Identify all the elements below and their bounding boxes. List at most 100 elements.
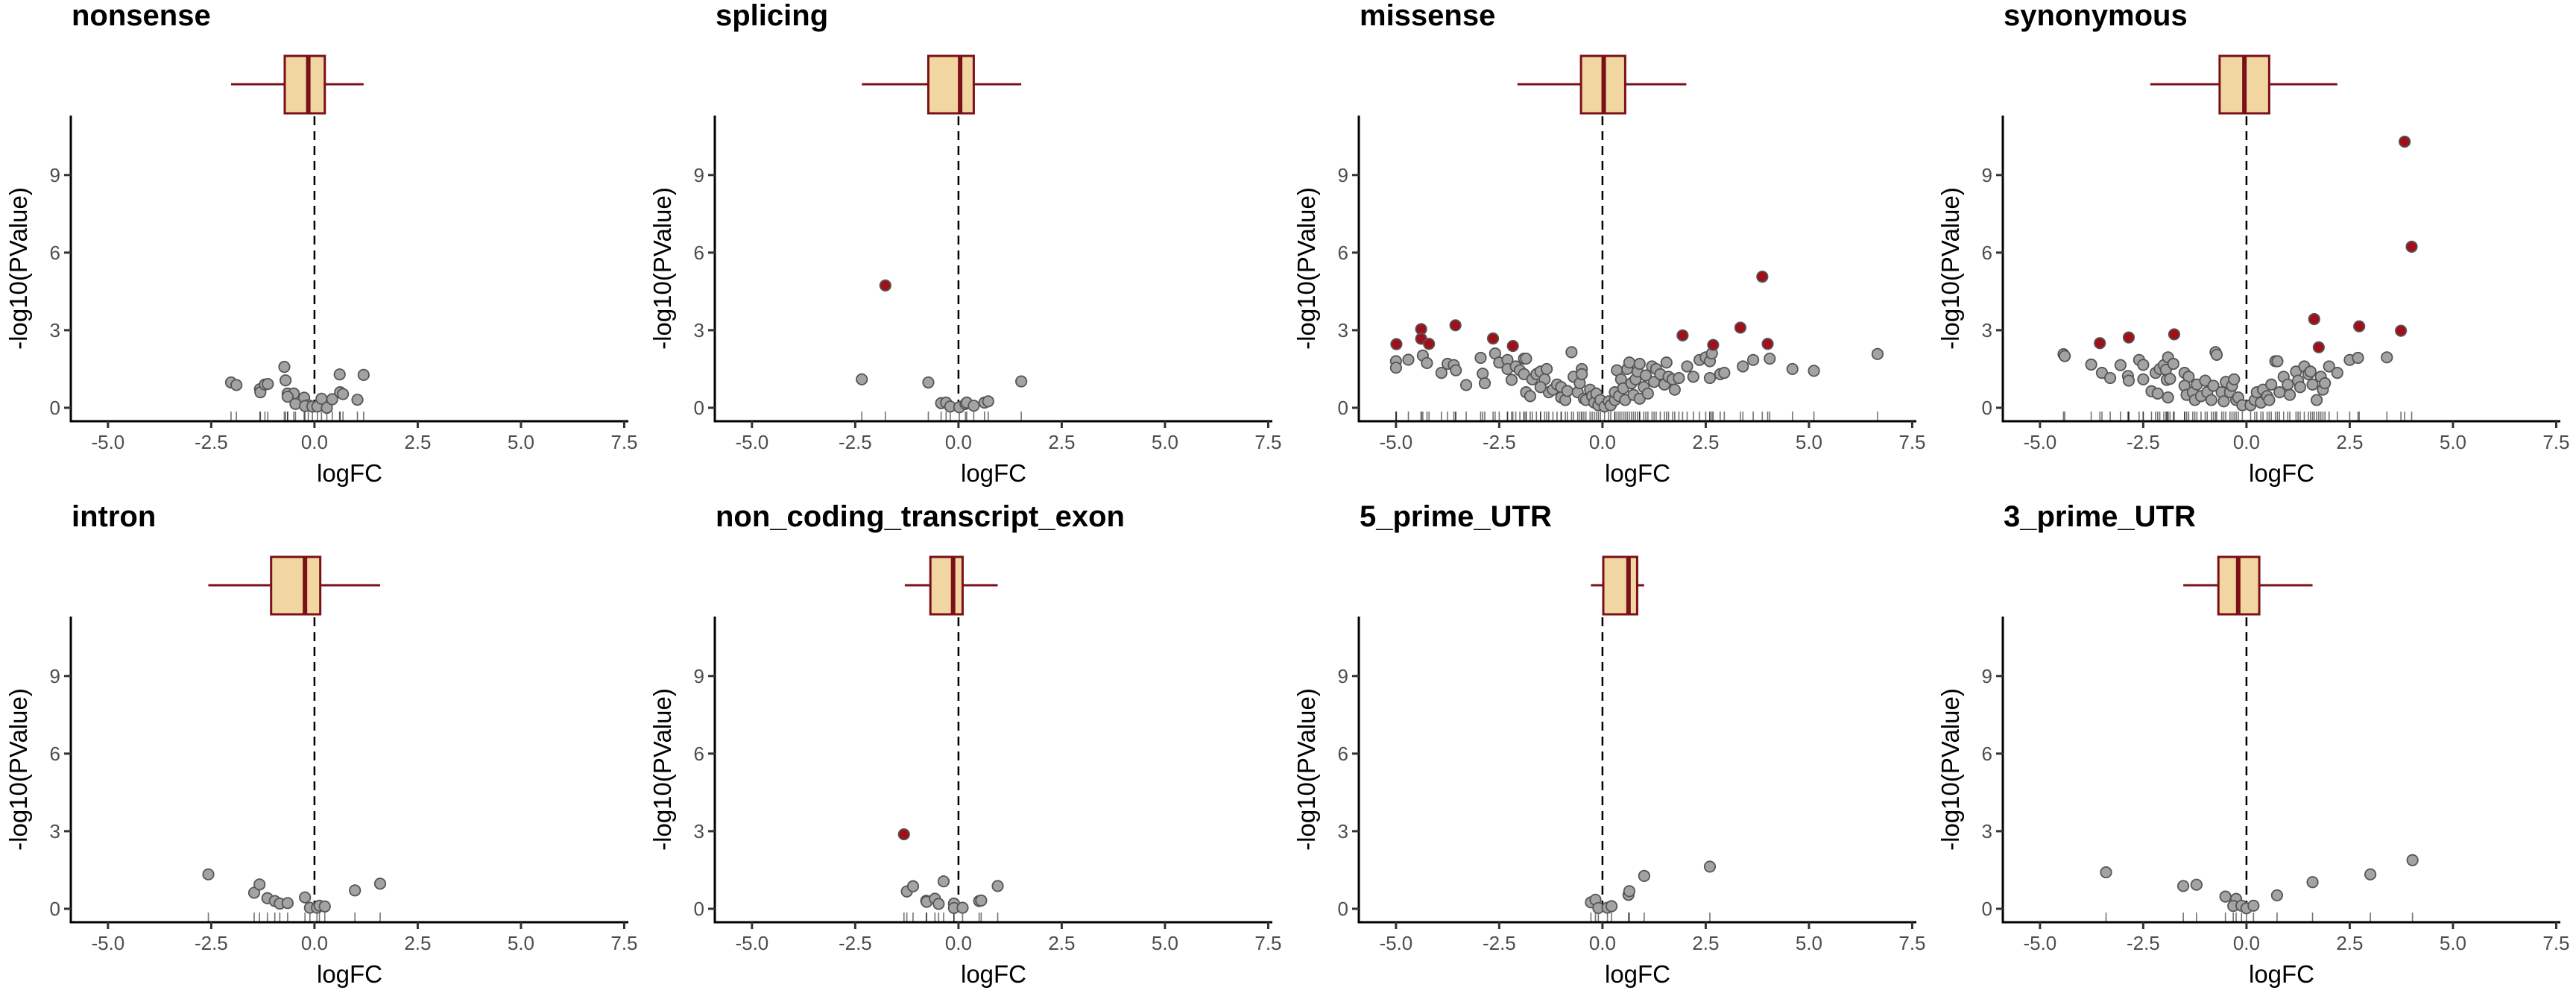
- data-point: [1641, 387, 1654, 400]
- y-axis-title: -log10(PValue): [4, 187, 32, 350]
- points: [1585, 860, 1717, 915]
- y-tick-label: 3: [694, 820, 704, 842]
- data-point: [281, 390, 294, 403]
- x-axis-title: logFC: [961, 459, 1026, 487]
- data-point: [2271, 355, 2284, 368]
- data-point: [1638, 869, 1650, 883]
- facet-panel-nonsense: nonsense -5.0 -2.5 0.0 2.5 5.0 7.5 0 3 6 9 logFC -lo…: [4, 0, 638, 487]
- x-tick-label: -2.5: [2127, 932, 2160, 954]
- points: [2100, 854, 2419, 915]
- marginal-boxplot: [904, 555, 998, 616]
- data-point: [202, 868, 215, 880]
- data-point: [1402, 353, 1415, 366]
- boxplot-box: [929, 555, 964, 616]
- x-tick-label: -2.5: [195, 431, 228, 453]
- data-point-significant: [1761, 338, 1774, 350]
- rug: [903, 913, 999, 921]
- x-tick-label: 0.0: [1589, 431, 1616, 453]
- rug: [1590, 913, 1711, 921]
- rug: [2062, 412, 2413, 420]
- data-point: [2270, 889, 2284, 902]
- data-point-significant: [2312, 341, 2325, 353]
- data-point: [2283, 388, 2296, 401]
- y-tick-label: 6: [1982, 242, 1992, 264]
- data-point-significant: [1486, 332, 1500, 345]
- x-tick-label: 7.5: [1254, 932, 1281, 954]
- data-point: [1871, 347, 1884, 360]
- data-point: [2164, 373, 2176, 385]
- y-axis-title: -log10(PValue): [1936, 187, 1964, 350]
- data-point: [2207, 379, 2220, 392]
- x-tick-label: 2.5: [2336, 431, 2363, 453]
- data-point: [922, 376, 935, 389]
- x-axis-title: logFC: [317, 459, 382, 487]
- data-point: [1605, 900, 1618, 913]
- data-point: [1477, 368, 1489, 380]
- data-point: [230, 379, 243, 391]
- data-point: [357, 368, 370, 382]
- x-tick-label: -2.5: [839, 431, 872, 453]
- data-point: [1435, 367, 1448, 379]
- data-point: [856, 373, 868, 385]
- points: [224, 361, 370, 415]
- y-tick-label: 6: [694, 242, 704, 264]
- y-tick-label: 0: [694, 397, 704, 419]
- x-tick-label: 2.5: [404, 431, 431, 453]
- data-point: [1576, 368, 1588, 380]
- facet-panel-synonymous: synonymous -5.0 -2.5 0.0 2.5 5.0 7.5 0 3 6 9 logFC -…: [1936, 0, 2570, 487]
- boxplot-box: [1602, 555, 1638, 616]
- facet-panel-intron: intron -5.0 -2.5 0.0 2.5 5.0 7.5 0 3 6 9 logFC -log1…: [4, 500, 638, 988]
- y-axis-title: -log10(PValue): [4, 688, 32, 851]
- facet-panel-5-prime-UTR: 5_prime_UTR -5.0 -2.5 0.0 2.5 5.0 7.5 0 3 6 9 logFC…: [1292, 500, 1926, 988]
- x-tick-label: 7.5: [610, 431, 637, 453]
- data-point: [1478, 376, 1491, 390]
- data-point: [299, 891, 312, 904]
- x-tick-label: -5.0: [735, 932, 768, 954]
- data-point: [2210, 348, 2223, 361]
- points: [856, 279, 1028, 414]
- data-point: [1668, 383, 1681, 396]
- data-point: [2217, 395, 2230, 408]
- y-tick-label: 3: [50, 319, 60, 341]
- y-tick-label: 3: [50, 820, 60, 842]
- panel-title: nonsense: [72, 0, 211, 32]
- data-point: [326, 393, 338, 406]
- y-tick-label: 0: [1982, 898, 1992, 920]
- data-point: [1639, 369, 1652, 382]
- data-point: [1474, 351, 1487, 365]
- data-point: [2177, 880, 2190, 892]
- panel-title: 5_prime_UTR: [1360, 500, 1552, 533]
- data-point: [2122, 374, 2135, 387]
- data-point: [1687, 371, 1699, 383]
- x-tick-label: -5.0: [91, 431, 124, 453]
- data-point: [280, 374, 292, 387]
- x-tick-label: 2.5: [1048, 932, 1075, 954]
- data-point: [1520, 352, 1532, 365]
- panel-title: splicing: [716, 0, 828, 32]
- boxplot-box: [270, 555, 322, 616]
- data-point: [1737, 360, 1749, 373]
- data-point: [278, 361, 291, 374]
- x-tick-label: 0.0: [2233, 431, 2260, 453]
- data-point: [2151, 387, 2164, 400]
- data-point: [991, 880, 1004, 892]
- data-point: [2319, 376, 2332, 390]
- x-tick-label: -5.0: [91, 932, 124, 954]
- data-point: [1747, 353, 1760, 366]
- data-point: [967, 400, 980, 412]
- data-point-significant: [1676, 329, 1689, 341]
- x-tick-label: 0.0: [2233, 932, 2260, 954]
- marginal-boxplot: [208, 555, 381, 616]
- x-axis-title: logFC: [1605, 459, 1670, 487]
- y-tick-label: 3: [1982, 319, 1992, 341]
- data-point: [1703, 860, 1717, 873]
- data-point: [321, 401, 333, 415]
- data-point: [956, 901, 969, 914]
- data-point-significant: [1423, 338, 1436, 350]
- y-axis-title: -log10(PValue): [1292, 688, 1320, 851]
- y-tick-label: 0: [694, 898, 704, 920]
- data-point: [1623, 356, 1636, 369]
- data-point: [2247, 899, 2260, 912]
- y-tick-label: 9: [50, 164, 60, 186]
- data-point-significant: [1734, 321, 1747, 334]
